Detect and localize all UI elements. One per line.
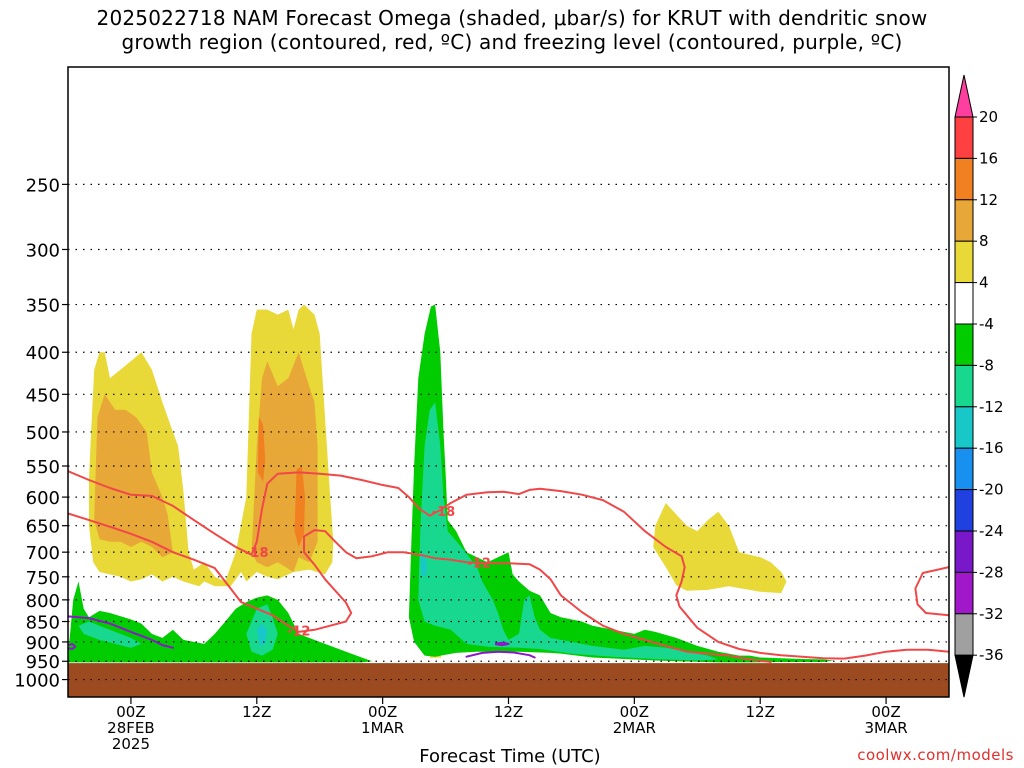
colorbar-label: -20 xyxy=(979,481,1004,499)
y-tick-label: 450 xyxy=(26,385,60,406)
chart-title-line-1: 2025022718 NAM Forecast Omega (shaded, μ… xyxy=(96,6,928,30)
x-tick-label-line: 1MAR xyxy=(361,719,404,737)
colorbar-swatch xyxy=(954,199,974,242)
colorbar-swatch xyxy=(954,447,974,491)
x-tick-label-line: 28FEB xyxy=(107,719,154,737)
colorbar-label: -24 xyxy=(979,522,1004,540)
colorbar-label: -4 xyxy=(979,315,994,333)
y-tick-label: 700 xyxy=(26,543,60,564)
colorbar-swatch xyxy=(954,157,974,201)
x-tick-label: 12Z xyxy=(494,703,523,721)
colorbar-label: -12 xyxy=(979,398,1004,416)
x-tick-label-line: 3MAR xyxy=(864,719,907,737)
y-tick-label: 500 xyxy=(26,423,60,444)
contour-label: -18 xyxy=(245,546,269,561)
contour-line xyxy=(68,512,772,663)
omega-region xyxy=(78,621,142,648)
colorbar-swatch xyxy=(954,489,974,532)
contour-line xyxy=(914,566,949,617)
colorbar-swatch xyxy=(954,406,974,449)
y-tick-label: 550 xyxy=(26,457,60,478)
y-tick-label: 800 xyxy=(26,591,60,612)
omega-region xyxy=(653,503,787,594)
colorbar-top-arrow xyxy=(954,74,974,118)
omega-shading xyxy=(68,304,834,663)
contour-line xyxy=(465,650,536,659)
y-tick-label: 850 xyxy=(26,613,60,634)
colorbar-label: 16 xyxy=(979,149,998,167)
colorbar-label: -28 xyxy=(979,563,1004,581)
colorbar-swatch xyxy=(954,282,974,325)
y-tick-label: 650 xyxy=(26,517,60,538)
contour-line xyxy=(68,615,174,649)
x-tick-label-line: 2025 xyxy=(112,735,150,753)
x-tick-label-line: 12Z xyxy=(746,703,775,721)
omega-region xyxy=(420,552,427,577)
x-tick-label-line: 12Z xyxy=(494,703,523,721)
chart-title-line-2: growth region (contoured, red, ºC) and f… xyxy=(121,30,903,54)
x-tick-label-line: 00Z xyxy=(116,703,145,721)
ground-fill xyxy=(68,663,949,697)
x-tick-label: 12Z xyxy=(242,703,271,721)
x-tick-label: 00Z 2MAR xyxy=(613,703,656,737)
contour-line xyxy=(494,641,510,647)
y-tick-label: 900 xyxy=(26,633,60,654)
y-tick-label: 350 xyxy=(26,296,60,317)
x-tick-label: 00Z 28FEB 2025 xyxy=(107,703,154,753)
contour-label: -12 xyxy=(287,625,311,640)
x-tick-label-line: 00Z xyxy=(368,703,397,721)
colorbar-swatch xyxy=(954,323,974,366)
colorbar: 20 16 12 8 4 -4 -8 -12 -16 -20 -24 -28 -32 -36 xyxy=(954,74,1004,698)
colorbar-swatch xyxy=(954,571,974,615)
colorbar-label: -16 xyxy=(979,439,1004,457)
colorbar-label: -36 xyxy=(979,646,1004,664)
omega-region xyxy=(294,466,305,547)
y-tick-label: 600 xyxy=(26,488,60,509)
contour-label: -18 xyxy=(432,505,456,520)
contour-labels: -18 -12 -18 -12 xyxy=(245,505,491,640)
x-tick-label: 12Z xyxy=(746,703,775,721)
temperature-contours xyxy=(68,470,949,663)
y-tick-label: 250 xyxy=(26,175,60,196)
colorbar-swatch xyxy=(954,613,974,656)
ground-surface xyxy=(68,663,949,697)
contour-label: -12 xyxy=(467,557,491,572)
y-tick-label: 950 xyxy=(26,652,60,673)
colorbar-label: 20 xyxy=(979,108,998,126)
contour-line xyxy=(68,470,949,660)
colorbar-bottom-arrow xyxy=(954,654,974,698)
source-credit: coolwx.com/models xyxy=(857,746,1014,764)
omega-region xyxy=(256,623,268,646)
x-tick-label-line: 00Z xyxy=(871,703,900,721)
y-tick-label: 750 xyxy=(26,568,60,589)
y-tick-label: 400 xyxy=(26,343,60,364)
colorbar-label: 4 xyxy=(979,274,989,292)
x-axis-title: Forecast Time (UTC) xyxy=(419,746,601,767)
colorbar-swatch xyxy=(954,240,974,284)
y-tick-label: 1000 xyxy=(14,671,60,692)
colorbar-label: -8 xyxy=(979,356,994,374)
x-tick-label: 00Z 3MAR xyxy=(864,703,907,737)
colorbar-swatch xyxy=(954,116,974,159)
x-tick-label-line: 12Z xyxy=(242,703,271,721)
chart-title: 2025022718 NAM Forecast Omega (shaded, μ… xyxy=(0,6,1024,54)
x-tick-label: 00Z 1MAR xyxy=(361,703,404,737)
x-tick-label-line: 00Z xyxy=(620,703,649,721)
y-tick-label: 300 xyxy=(26,240,60,261)
colorbar-swatch xyxy=(954,530,974,573)
colorbar-swatch xyxy=(954,364,974,408)
contour-line xyxy=(68,642,77,650)
y-axis: 2503003504004505005506006507007508008509… xyxy=(14,175,68,692)
x-tick-label-line: 2MAR xyxy=(613,719,656,737)
colorbar-label: 8 xyxy=(979,232,989,250)
omega-region xyxy=(94,394,173,558)
colorbar-label: 12 xyxy=(979,191,998,209)
colorbar-label: -32 xyxy=(979,605,1004,623)
